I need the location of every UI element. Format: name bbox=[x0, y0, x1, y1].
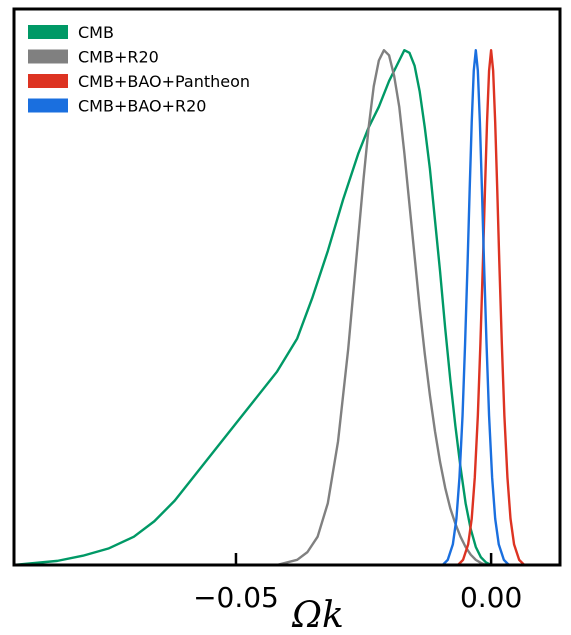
legend: CMB CMB+R20 CMB+BAO+Pantheon CMB+BAO+R20 bbox=[28, 23, 250, 116]
legend-label-cmb-bao-pantheon: CMB+BAO+Pantheon bbox=[78, 72, 250, 91]
ticks-layer: −0.05 0.00 bbox=[193, 553, 522, 614]
legend-swatch-cmb-r20 bbox=[28, 49, 68, 64]
legend-swatch-cmb bbox=[28, 25, 68, 39]
x-tick-label: 0.00 bbox=[460, 581, 522, 614]
series-line-cmb bbox=[12, 48, 493, 567]
series-line-cmb-r20 bbox=[275, 48, 488, 567]
x-tick-label: −0.05 bbox=[193, 581, 279, 614]
series-line-cmb-bao-pantheon bbox=[456, 48, 526, 567]
legend-swatch-cmb-bao-r20 bbox=[28, 98, 68, 113]
legend-label-cmb-bao-r20: CMB+BAO+R20 bbox=[78, 97, 206, 116]
legend-label-cmb: CMB bbox=[78, 23, 114, 42]
x-axis-label: Ωk bbox=[291, 595, 344, 635]
plot-frame bbox=[12, 7, 562, 567]
legend-swatch-cmb-bao-pantheon bbox=[28, 74, 68, 88]
series-layer bbox=[12, 48, 526, 567]
series-line-cmb-bao-r20 bbox=[441, 48, 511, 567]
legend-label-cmb-r20: CMB+R20 bbox=[78, 48, 159, 67]
